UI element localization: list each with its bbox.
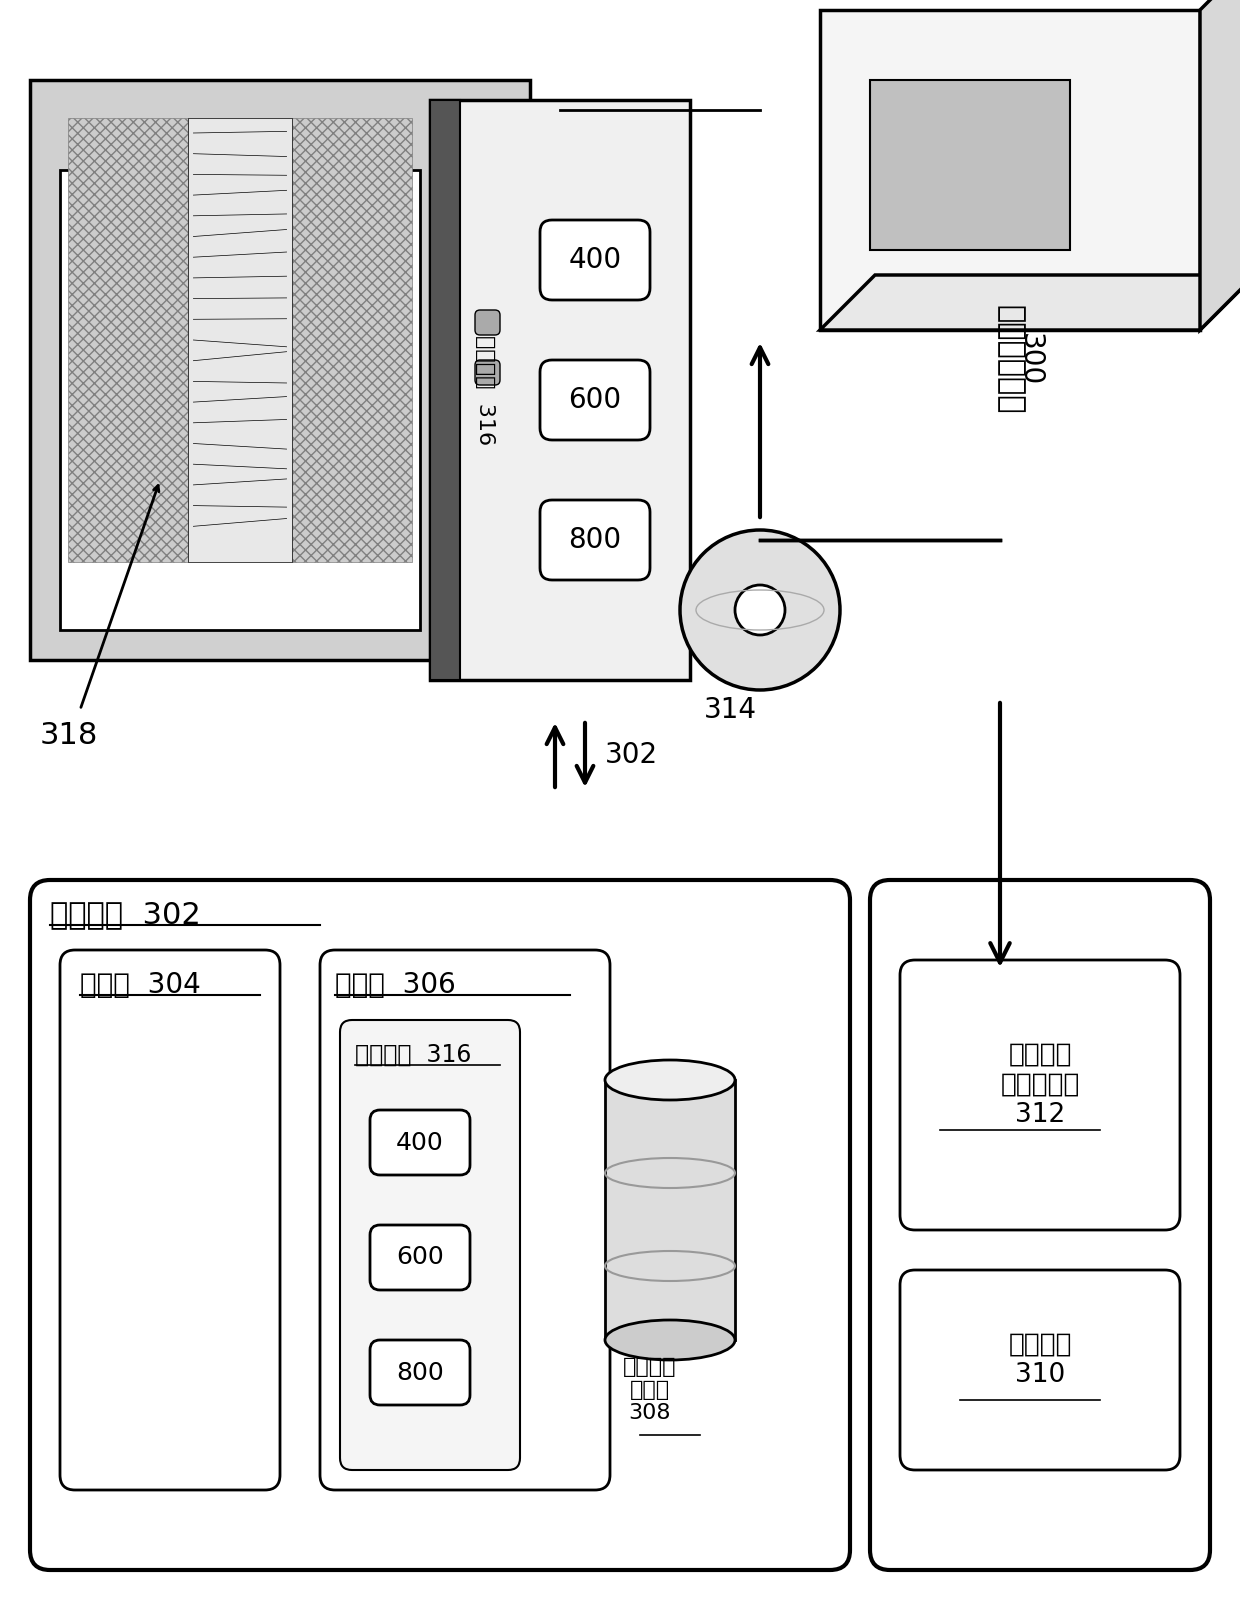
Bar: [60, 170, 420, 630]
Bar: [430, 99, 689, 680]
Polygon shape: [1200, 0, 1240, 330]
Text: 计算设备  302: 计算设备 302: [50, 901, 201, 930]
Text: 网络接口
310: 网络接口 310: [1008, 1332, 1071, 1388]
FancyBboxPatch shape: [539, 500, 650, 580]
FancyBboxPatch shape: [475, 361, 500, 385]
Text: 处理器  304: 处理器 304: [81, 971, 201, 999]
Bar: [188, 119, 291, 563]
Text: 应用程序  316: 应用程序 316: [475, 335, 495, 446]
FancyBboxPatch shape: [320, 951, 610, 1491]
Bar: [460, 170, 510, 630]
Text: 600: 600: [396, 1246, 444, 1270]
Bar: [30, 80, 529, 660]
FancyBboxPatch shape: [900, 1270, 1180, 1470]
Text: 302: 302: [605, 741, 658, 769]
Ellipse shape: [605, 1060, 735, 1100]
FancyBboxPatch shape: [539, 361, 650, 439]
Text: 可移动的
媒体驱动器
312: 可移动的 媒体驱动器 312: [1001, 1042, 1080, 1129]
Bar: [605, 1080, 735, 1340]
Ellipse shape: [605, 1319, 735, 1359]
Text: 600: 600: [568, 386, 621, 414]
Text: 318: 318: [40, 720, 98, 750]
FancyBboxPatch shape: [60, 951, 280, 1491]
FancyBboxPatch shape: [30, 880, 849, 1569]
Text: 400: 400: [396, 1130, 444, 1154]
FancyBboxPatch shape: [370, 1340, 470, 1404]
Text: 存储卡  306: 存储卡 306: [335, 971, 456, 999]
FancyBboxPatch shape: [539, 220, 650, 300]
FancyBboxPatch shape: [870, 880, 1210, 1569]
Bar: [870, 80, 1070, 250]
Text: 应用程序  316: 应用程序 316: [355, 1044, 471, 1068]
FancyBboxPatch shape: [475, 309, 500, 335]
Circle shape: [680, 531, 839, 689]
Circle shape: [735, 585, 785, 635]
FancyBboxPatch shape: [340, 1020, 520, 1470]
Bar: [68, 119, 188, 563]
Text: 800: 800: [568, 526, 621, 555]
FancyBboxPatch shape: [900, 960, 1180, 1230]
Bar: [430, 99, 460, 680]
Text: 314: 314: [703, 696, 756, 725]
Text: 微阵列扫描仪: 微阵列扫描仪: [996, 305, 1024, 415]
Text: 800: 800: [396, 1361, 444, 1385]
FancyBboxPatch shape: [370, 1225, 470, 1290]
Text: 400: 400: [568, 245, 621, 274]
Bar: [291, 119, 412, 563]
FancyBboxPatch shape: [370, 1109, 470, 1175]
Polygon shape: [820, 276, 1240, 330]
Text: 300: 300: [1016, 333, 1044, 386]
Text: 本地数据
存储器
308: 本地数据 存储器 308: [624, 1356, 677, 1423]
Bar: [820, 10, 1200, 330]
